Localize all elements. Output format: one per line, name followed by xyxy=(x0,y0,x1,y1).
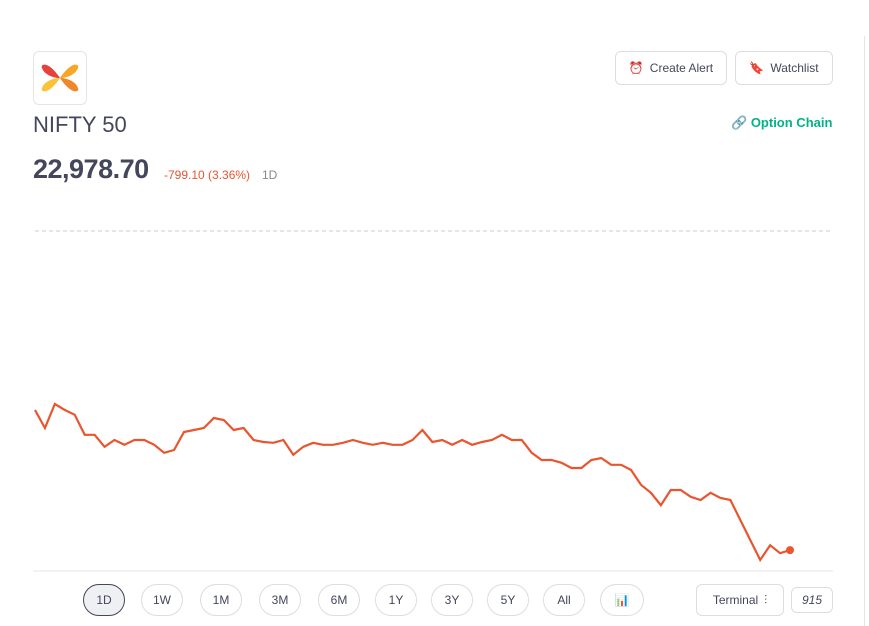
range-button[interactable]: 5Y xyxy=(487,584,529,616)
period: 1D xyxy=(262,168,278,182)
link-label: Option Chain xyxy=(750,115,833,130)
create-alert-button[interactable]: ⏰ Create Alert xyxy=(615,51,727,85)
candle-icon: ⫶ xyxy=(764,592,768,607)
range-button[interactable]: 1W xyxy=(141,584,183,616)
button-label: Watchlist xyxy=(770,61,819,75)
sidebar-border xyxy=(864,36,865,626)
time-button[interactable]: 915 xyxy=(791,587,833,613)
range-button[interactable]: All xyxy=(543,584,585,616)
alarm-icon: ⏰ xyxy=(628,61,644,75)
button-label: Create Alert xyxy=(649,61,714,75)
last-point xyxy=(786,546,794,555)
range-button[interactable]: 1Y xyxy=(375,584,417,616)
option-chain-link[interactable]: 🔗 Option Chain xyxy=(731,115,832,131)
change: -799.10 (3.36%) xyxy=(164,168,251,182)
logo xyxy=(33,51,87,105)
terminal-button[interactable]: Terminal ⫶ xyxy=(696,584,784,616)
index-name: NIFTY 50 xyxy=(33,112,127,137)
range-button[interactable]: 1M xyxy=(200,584,242,616)
price-line xyxy=(34,402,791,563)
price: 22,978.70 xyxy=(33,154,149,184)
range-button[interactable]: 3M xyxy=(259,584,301,616)
candle-toggle[interactable]: 📊 xyxy=(600,584,644,616)
range-button[interactable]: 1D xyxy=(83,584,125,616)
bookmark-icon: 🔖 xyxy=(749,61,765,75)
watchlist-button[interactable]: 🔖 Watchlist xyxy=(735,51,833,85)
range-button[interactable]: 6M xyxy=(318,584,360,616)
link-icon: 🔗 xyxy=(731,115,751,130)
range-button[interactable]: 3Y xyxy=(431,584,473,616)
button-label: Terminal xyxy=(712,593,759,607)
